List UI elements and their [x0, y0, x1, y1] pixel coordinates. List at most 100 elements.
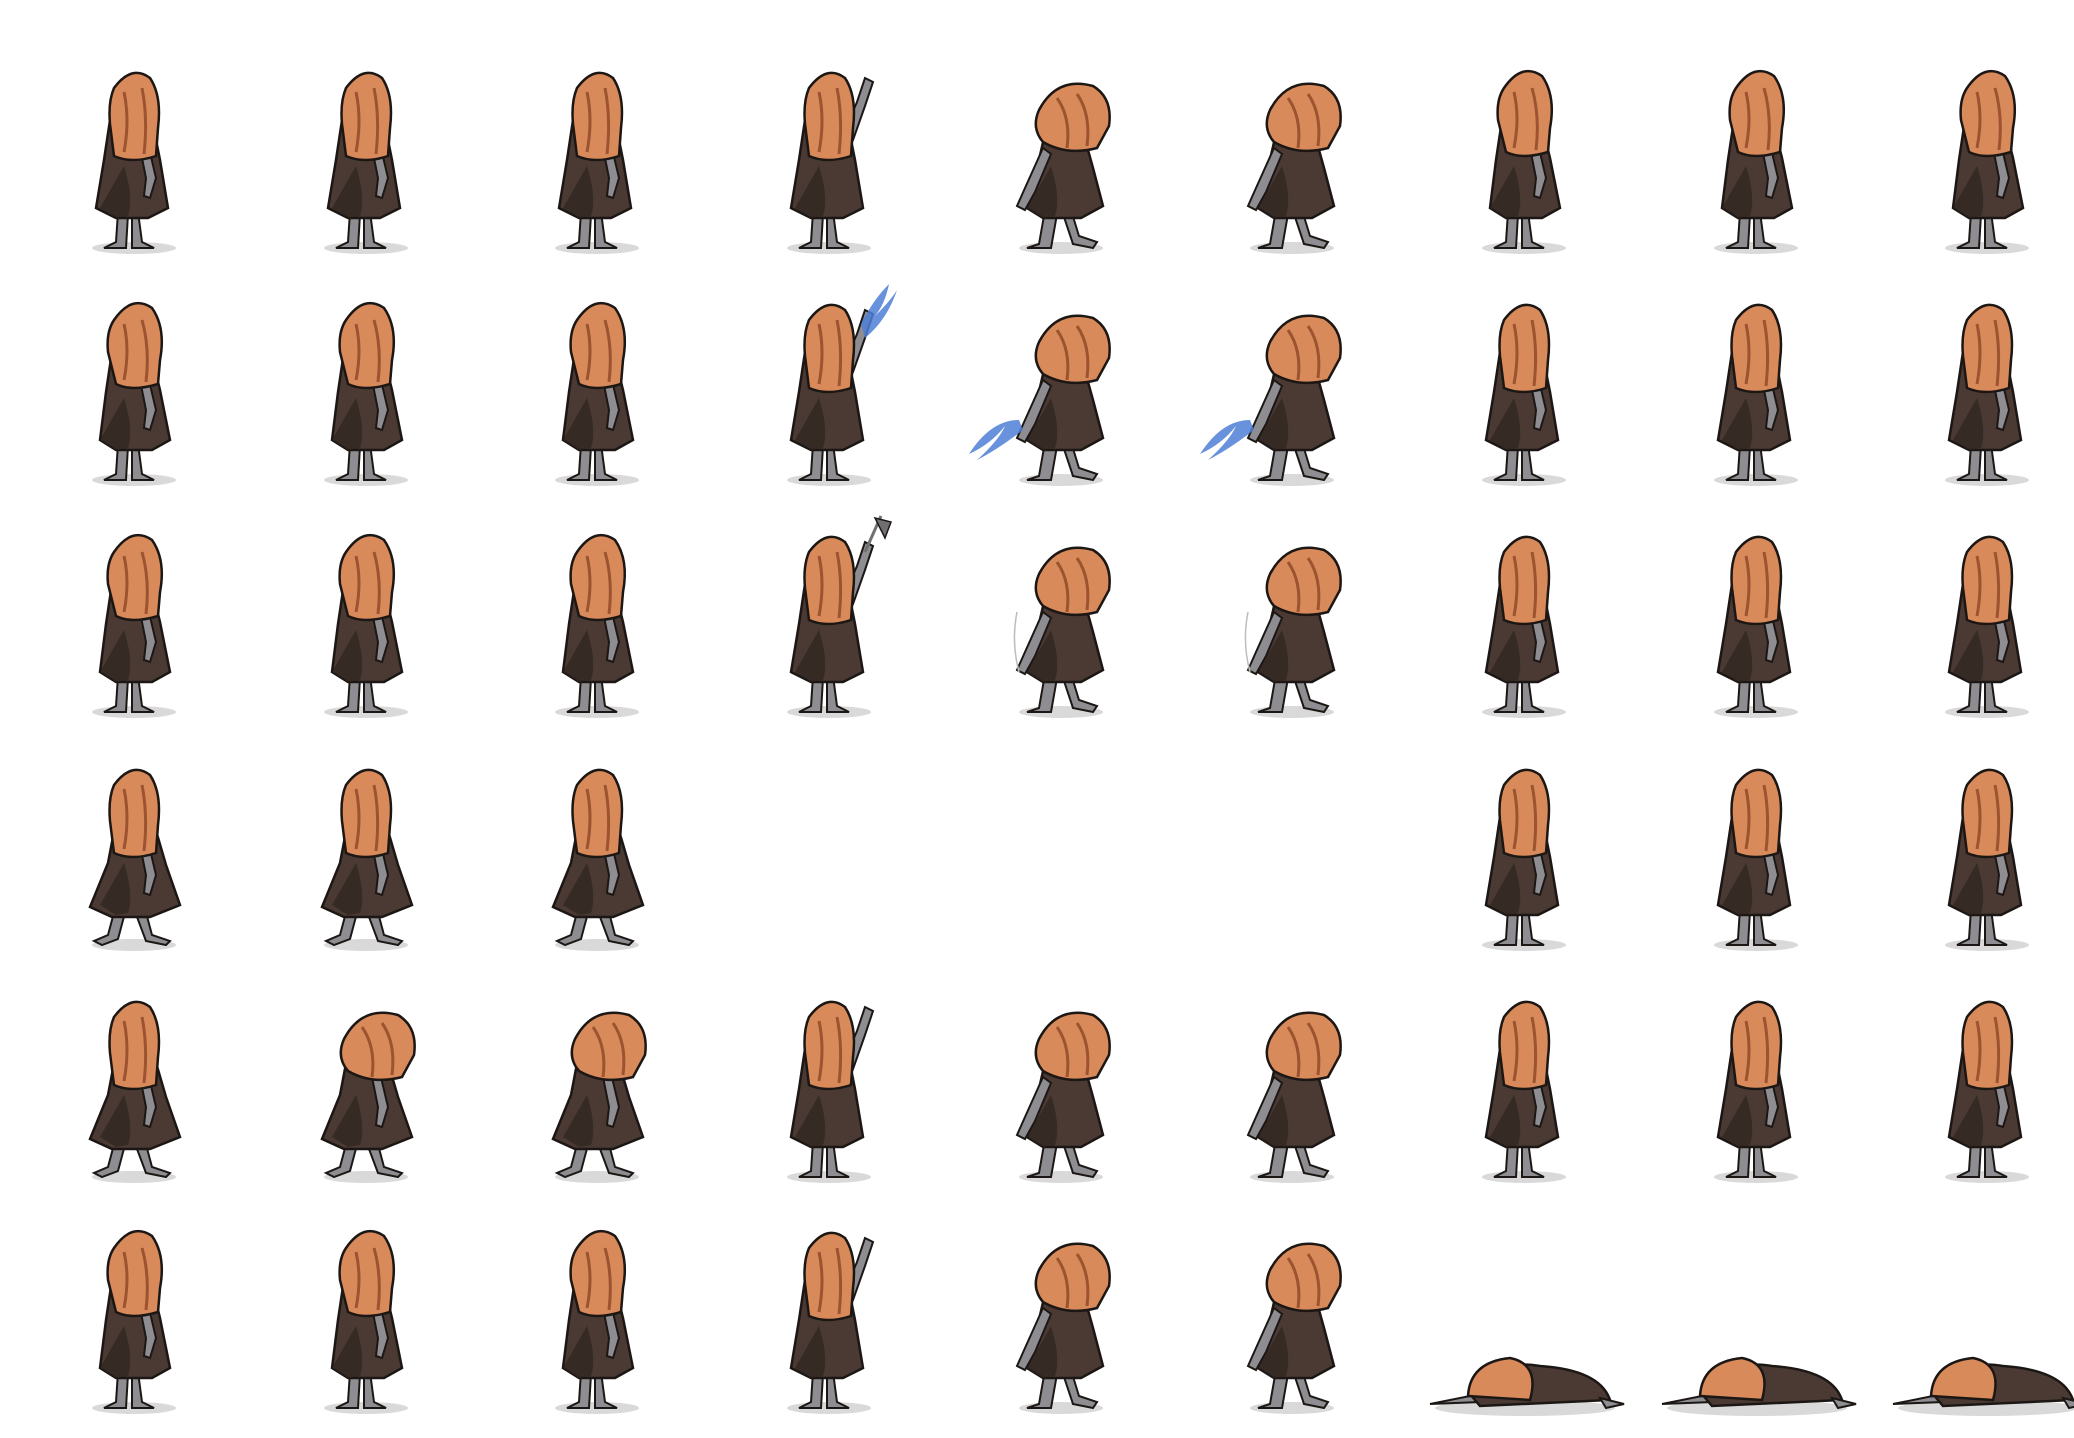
character-sprite-turn — [1714, 69, 1798, 254]
character-sprite-swing — [1246, 1242, 1342, 1414]
sprite-sheet — [20, 48, 2074, 1416]
character-sprite-swing — [1015, 1242, 1111, 1414]
sprite-frame-r6-c8-down — [1642, 1208, 1872, 1438]
sprite-frame-r5-c9-stand — [1873, 977, 2074, 1207]
sprite-frame-r6-c2-turn — [252, 1208, 482, 1438]
character-sprite-turn — [92, 1229, 176, 1414]
sprite-frame-r2-c3-turn — [483, 280, 713, 510]
sprite-frame-r4-c2-walk — [252, 745, 482, 975]
character-sprite-turn — [555, 533, 639, 718]
character-sprite-swing — [1015, 1011, 1111, 1183]
sprite-frame-r6-c9-down — [1873, 1208, 2074, 1438]
character-sprite-swing-weapon — [1013, 546, 1111, 718]
sprite-frame-r1-c9-turn — [1873, 48, 2074, 278]
sprite-frame-r1-c4-raise — [715, 48, 945, 278]
character-sprite-turn — [555, 1229, 639, 1414]
sprite-frame-r3-c5-swing-weapon — [947, 512, 1177, 742]
sprite-frame-r6-c4-raise — [715, 1208, 945, 1438]
character-sprite-down — [1429, 1356, 1625, 1416]
sprite-frame-r1-c8-turn — [1642, 48, 1872, 278]
character-sprite-swing — [1246, 1011, 1342, 1183]
sprite-frame-r4-c9-stand — [1873, 745, 2074, 975]
sprite-frame-r4-c7-stand — [1410, 745, 1640, 975]
character-sprite-turn — [1945, 69, 2029, 254]
character-sprite-stand — [1482, 768, 1566, 951]
character-sprite-raise — [787, 1231, 875, 1414]
character-sprite-swing-magic — [969, 314, 1111, 486]
character-sprite-swing-magic — [1200, 314, 1342, 486]
character-sprite-raise-axe — [787, 515, 892, 718]
character-sprite-walk — [88, 1000, 182, 1183]
character-sprite-walk — [88, 768, 182, 951]
character-sprite-raise — [787, 71, 875, 254]
sprite-frame-r3-c1-turn — [20, 512, 250, 742]
sprite-frame-r1-c5-swing — [947, 48, 1177, 278]
character-sprite-stand — [1714, 535, 1798, 718]
character-sprite-stand — [1945, 535, 2029, 718]
character-sprite-walk-lean — [551, 1011, 647, 1183]
sprite-frame-r2-c5-swing-magic — [947, 280, 1177, 510]
sprite-frame-r2-c9-stand — [1873, 280, 2074, 510]
character-sprite-stand — [1945, 1000, 2029, 1183]
character-sprite-stand — [1714, 1000, 1798, 1183]
sprite-frame-r1-c3-stand — [483, 48, 713, 278]
character-sprite-swing — [1015, 82, 1111, 254]
character-sprite-down — [1892, 1356, 2074, 1416]
sprite-frame-r3-c4-raise-axe — [715, 512, 945, 742]
sprite-frame-r6-c7-down — [1410, 1208, 1640, 1438]
sprite-frame-r2-c1-turn — [20, 280, 250, 510]
sprite-frame-r3-c2-turn — [252, 512, 482, 742]
character-sprite-walk-lean — [320, 1011, 416, 1183]
sprite-frame-r1-c7-turn — [1410, 48, 1640, 278]
character-sprite-stand — [1714, 768, 1798, 951]
sprite-frame-r5-c4-raise — [715, 977, 945, 1207]
character-sprite-stand — [1482, 303, 1566, 486]
character-sprite-walk — [320, 768, 414, 951]
sprite-frame-r3-c8-stand — [1642, 512, 1872, 742]
sprite-frame-r2-c2-turn — [252, 280, 482, 510]
character-sprite-turn — [92, 533, 176, 718]
sprite-frame-r2-c4-raise-magic — [715, 280, 945, 510]
sprite-frame-r2-c6-swing-magic — [1178, 280, 1408, 510]
sprite-frame-r2-c8-stand — [1642, 280, 1872, 510]
character-sprite-stand — [1482, 1000, 1566, 1183]
character-sprite-down — [1661, 1356, 1857, 1416]
sprite-frame-r4-c1-walk — [20, 745, 250, 975]
sprite-frame-r5-c1-walk — [20, 977, 250, 1207]
sprite-frame-r5-c8-stand — [1642, 977, 1872, 1207]
character-sprite-stand — [1945, 303, 2029, 486]
sprite-frame-r5-c2-walk-lean — [252, 977, 482, 1207]
character-sprite-raise-magic — [787, 284, 897, 486]
character-sprite-swing — [1246, 82, 1342, 254]
sprite-frame-r4-c8-stand — [1642, 745, 1872, 975]
character-sprite-turn — [324, 301, 408, 486]
sprite-frame-r5-c7-stand — [1410, 977, 1640, 1207]
sprite-frame-r1-c1-stand — [20, 48, 250, 278]
character-sprite-stand — [555, 71, 639, 254]
sprite-frame-r6-c5-swing — [947, 1208, 1177, 1438]
sprite-frame-r3-c7-stand — [1410, 512, 1640, 742]
sprite-frame-r6-c1-turn — [20, 1208, 250, 1438]
character-sprite-raise — [787, 1000, 875, 1183]
sprite-frame-r6-c6-swing — [1178, 1208, 1408, 1438]
sprite-frame-r3-c9-stand — [1873, 512, 2074, 742]
character-sprite-stand — [1714, 303, 1798, 486]
sprite-frame-r2-c7-stand — [1410, 280, 1640, 510]
character-sprite-walk — [551, 768, 645, 951]
character-sprite-turn — [92, 301, 176, 486]
sprite-frame-r3-c3-turn — [483, 512, 713, 742]
sprite-frame-r5-c3-walk-lean — [483, 977, 713, 1207]
sprite-frame-r1-c6-swing — [1178, 48, 1408, 278]
sprite-frame-r5-c6-swing — [1178, 977, 1408, 1207]
character-sprite-swing-weapon — [1244, 546, 1342, 718]
character-sprite-stand — [324, 71, 408, 254]
character-sprite-stand — [92, 71, 176, 254]
sprite-frame-r5-c5-swing — [947, 977, 1177, 1207]
sprite-frame-r1-c2-stand — [252, 48, 482, 278]
character-sprite-stand — [1945, 768, 2029, 951]
character-sprite-turn — [1482, 69, 1566, 254]
character-sprite-turn — [555, 301, 639, 486]
sprite-frame-r4-c3-walk — [483, 745, 713, 975]
sprite-frame-r6-c3-turn — [483, 1208, 713, 1438]
character-sprite-turn — [324, 1229, 408, 1414]
